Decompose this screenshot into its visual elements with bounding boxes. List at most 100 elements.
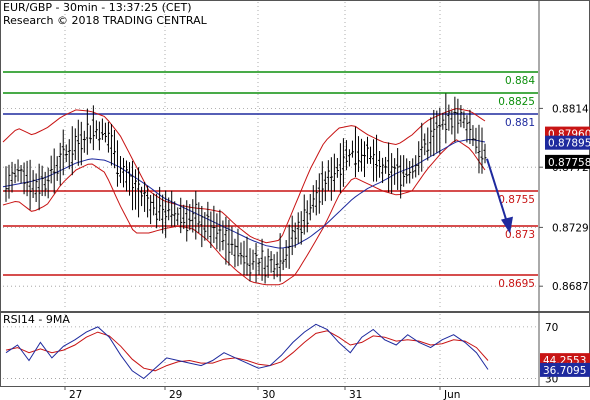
level-label-0.8825: 0.8825 bbox=[498, 96, 535, 108]
price-bar bbox=[468, 109, 472, 144]
price-bar bbox=[131, 160, 135, 211]
price-bar bbox=[444, 93, 448, 144]
price-bar bbox=[381, 157, 385, 184]
price-bar bbox=[173, 201, 177, 227]
price-bar bbox=[73, 128, 77, 161]
price-bar bbox=[278, 233, 282, 282]
level-label-0.8755: 0.8755 bbox=[498, 194, 535, 206]
price-bar bbox=[158, 186, 162, 221]
price-bar bbox=[82, 130, 86, 153]
level-label-0.881: 0.881 bbox=[505, 117, 535, 129]
y-tick-label: 0.8687 bbox=[552, 281, 589, 293]
price-bar bbox=[109, 123, 113, 166]
price-bar bbox=[118, 156, 122, 184]
price-bar bbox=[4, 166, 8, 202]
price-bar bbox=[58, 142, 62, 186]
price-bar bbox=[40, 165, 44, 196]
price-bar bbox=[137, 167, 141, 218]
price-bar bbox=[67, 139, 71, 170]
price-bar bbox=[125, 160, 129, 192]
price-bar bbox=[432, 109, 436, 157]
price-bar bbox=[161, 194, 165, 234]
price-bar bbox=[269, 251, 273, 273]
price-badge bbox=[545, 154, 590, 169]
x-tick-label: 31 bbox=[349, 389, 362, 400]
price-bar bbox=[284, 240, 288, 268]
price-bar bbox=[323, 171, 327, 202]
price-bar bbox=[76, 119, 80, 166]
price-bar bbox=[70, 126, 74, 176]
price-bar bbox=[426, 127, 430, 161]
price-bar bbox=[245, 236, 249, 276]
price-bar bbox=[438, 107, 442, 154]
rsi-badge bbox=[540, 362, 590, 377]
price-bar bbox=[61, 129, 65, 176]
price-bar bbox=[209, 211, 213, 249]
price-bar bbox=[182, 204, 186, 230]
price-bar bbox=[408, 160, 412, 184]
y-tick-label: 0.8814 bbox=[552, 103, 589, 115]
price-bar bbox=[37, 163, 41, 211]
price-bar bbox=[46, 167, 50, 199]
level-label-0.873: 0.873 bbox=[505, 229, 535, 241]
price-bar bbox=[206, 201, 210, 240]
moving-average bbox=[2, 138, 486, 249]
x-tick-label: 30 bbox=[262, 389, 275, 400]
price-bar bbox=[146, 185, 150, 218]
main-panel-frame bbox=[0, 0, 590, 312]
price-bar bbox=[242, 240, 246, 276]
price-bar bbox=[233, 238, 237, 268]
price-bar bbox=[341, 138, 345, 187]
bollinger-lower bbox=[2, 139, 486, 286]
price-bar bbox=[344, 140, 348, 171]
rsi-lines bbox=[5, 323, 489, 380]
price-bar bbox=[471, 125, 475, 147]
price-bar bbox=[227, 219, 231, 266]
price-bar bbox=[411, 158, 415, 179]
price-bar bbox=[281, 248, 285, 271]
price-bar bbox=[134, 169, 138, 210]
price-bar bbox=[462, 111, 466, 129]
price-bar bbox=[143, 181, 147, 212]
price-bar bbox=[191, 199, 195, 233]
price-bar bbox=[387, 142, 391, 193]
price-bar bbox=[188, 204, 192, 231]
price-bar bbox=[356, 136, 360, 172]
level-label-0.884: 0.884 bbox=[505, 75, 535, 87]
price-bar bbox=[480, 127, 484, 174]
price-bar bbox=[179, 197, 183, 234]
rsi-ma-line bbox=[5, 330, 489, 372]
price-bar bbox=[64, 144, 68, 163]
price-bar bbox=[43, 171, 47, 197]
y-tick-label: 0.8729 bbox=[552, 222, 589, 234]
price-bar bbox=[417, 141, 421, 176]
price-bar bbox=[28, 159, 32, 210]
price-bar bbox=[372, 139, 376, 182]
price-bar bbox=[52, 148, 56, 194]
price-bar bbox=[287, 224, 291, 269]
rsi-panel-frame bbox=[0, 312, 590, 387]
price-bar bbox=[272, 254, 276, 280]
price-bar bbox=[456, 98, 460, 134]
price-bar bbox=[474, 127, 478, 154]
price-bar bbox=[140, 186, 144, 207]
price-bar bbox=[353, 126, 357, 178]
price-bar bbox=[338, 143, 342, 193]
price-bar bbox=[362, 141, 366, 178]
price-bar bbox=[164, 190, 168, 238]
price-bar bbox=[435, 110, 439, 153]
price-bar bbox=[85, 108, 89, 155]
price-bar bbox=[423, 133, 427, 156]
price-bar bbox=[224, 216, 228, 265]
price-bar bbox=[185, 200, 189, 242]
rsi-tick-label: 70 bbox=[545, 322, 558, 334]
price-bar bbox=[465, 115, 469, 143]
price-bar bbox=[7, 164, 11, 199]
price-bar bbox=[236, 228, 240, 267]
price-bar bbox=[218, 209, 222, 252]
price-bar bbox=[239, 242, 243, 265]
price-bar bbox=[251, 249, 255, 270]
price-bar bbox=[447, 104, 451, 131]
price-bar bbox=[31, 170, 35, 199]
